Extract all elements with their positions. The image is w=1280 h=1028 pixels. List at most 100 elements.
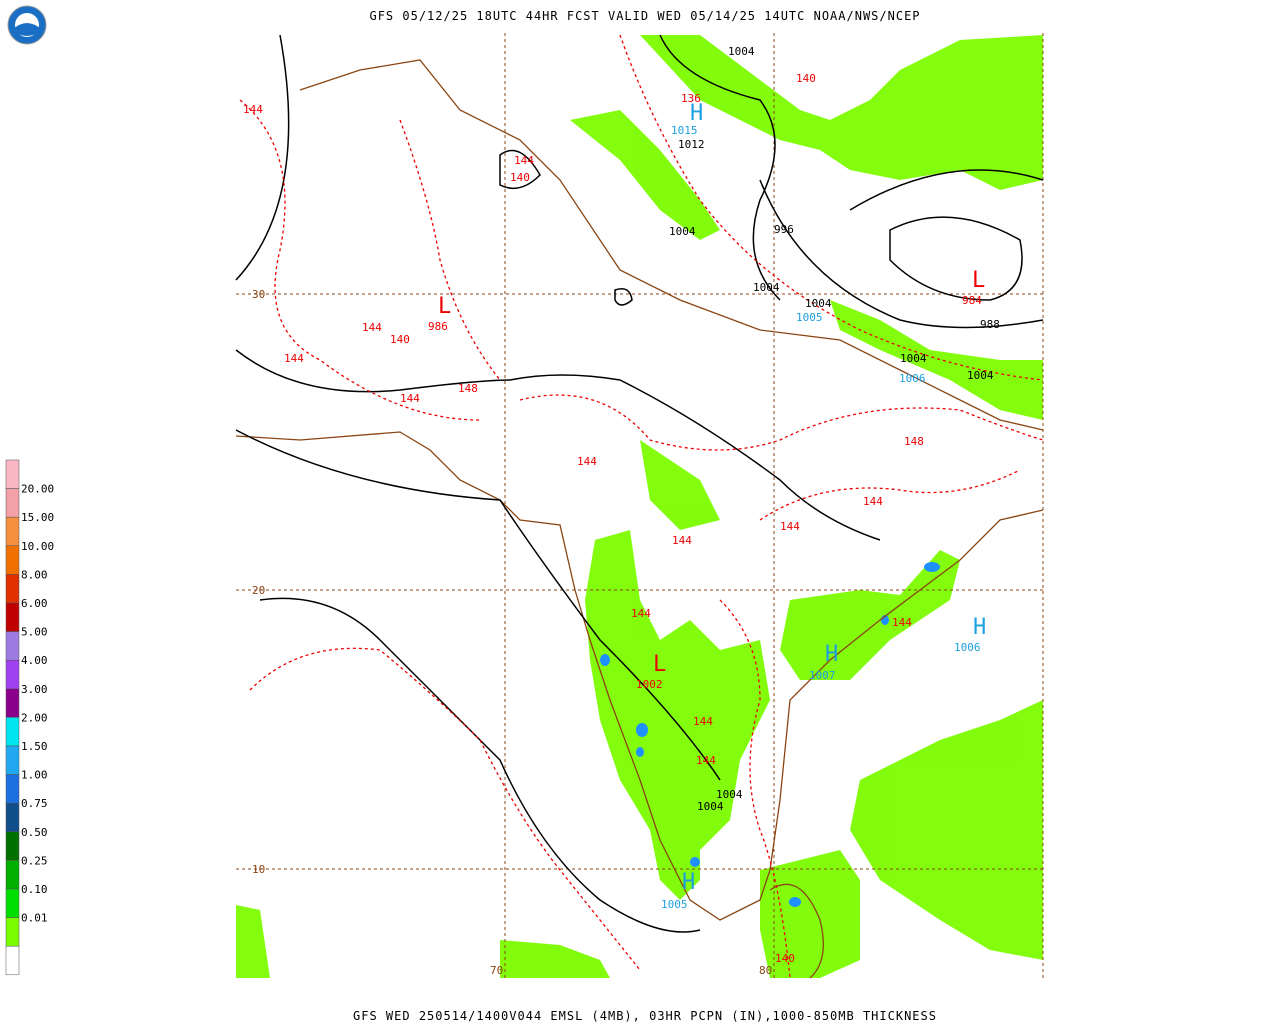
map-label: H <box>682 870 695 895</box>
coastlines <box>235 59 1044 979</box>
map-label: L <box>438 294 451 319</box>
map-label: 144 <box>243 103 263 116</box>
grid-label: 70 <box>490 964 503 977</box>
legend-label: 8.00 <box>21 568 48 581</box>
legend-swatch <box>5 774 20 804</box>
legend-swatch <box>5 631 20 661</box>
map-label: 144 <box>577 455 597 468</box>
map-label: 1004 <box>967 369 994 382</box>
map-label: 140 <box>390 333 410 346</box>
legend-label: 5.00 <box>21 626 48 639</box>
map-label: H <box>973 615 986 640</box>
legend-swatch <box>5 917 20 947</box>
legend-swatch <box>5 717 20 747</box>
map-label: 1004 <box>753 281 780 294</box>
map-label: 1004 <box>728 45 755 58</box>
map-label: 144 <box>631 607 651 620</box>
legend-label: 4.00 <box>21 654 48 667</box>
map-label: 144 <box>696 754 716 767</box>
map-label: 1004 <box>697 800 724 813</box>
thickness-contours <box>239 34 1044 979</box>
map-label: 144 <box>362 321 382 334</box>
map-label: 1002 <box>636 678 663 691</box>
legend-swatch <box>5 516 20 547</box>
legend-label: 6.00 <box>21 597 48 610</box>
legend-label: 1.50 <box>21 740 48 753</box>
map-label: 996 <box>774 223 794 236</box>
legend-label: 20.00 <box>21 483 54 496</box>
map-label: 144 <box>863 495 883 508</box>
isobars <box>235 34 1044 933</box>
map-label: 140 <box>510 171 530 184</box>
precip-areas <box>236 35 1043 978</box>
map-label: 144 <box>693 715 713 728</box>
map-label: 1015 <box>671 124 698 137</box>
legend: 20.00 15.00 10.00 8.00 6.00 5.00 4.00 3.00 2.00 1… <box>5 459 54 976</box>
legend-swatch <box>5 831 20 861</box>
map-label: 1004 <box>900 352 927 365</box>
map-label: H <box>825 642 838 667</box>
legend-swatch <box>5 745 20 775</box>
map-label: 984 <box>962 294 982 307</box>
map-label: 148 <box>904 435 924 448</box>
legend-label: 1.00 <box>21 769 48 782</box>
legend-label: 0.50 <box>21 826 48 839</box>
legend-label: 0.01 <box>21 912 48 925</box>
map-label: 144 <box>892 616 912 629</box>
header-title: GFS 05/12/25 18UTC 44HR FCST VALID WED 0… <box>369 9 920 23</box>
footer-text: GFS WED 250514/1400V044 EMSL (4MB), 03HR… <box>353 1009 937 1023</box>
legend-label: 0.75 <box>21 797 48 810</box>
legend-label: 2.00 <box>21 711 48 724</box>
legend-label: 3.00 <box>21 683 48 696</box>
legend-label: 0.25 <box>21 854 48 867</box>
legend-swatch <box>5 888 20 918</box>
map-label: 1005 <box>661 898 688 911</box>
map-label: 1004 <box>805 297 832 310</box>
map-label: 1004 <box>669 225 696 238</box>
map-label: 144 <box>780 520 800 533</box>
map-label: H <box>690 101 703 126</box>
legend-swatch <box>5 459 20 489</box>
legend-swatch <box>5 659 20 690</box>
map-label: 144 <box>400 392 420 405</box>
map-label: 1004 <box>716 788 743 801</box>
legend-swatch <box>5 488 20 518</box>
legend-swatch <box>5 602 20 632</box>
legend-swatch <box>5 688 20 718</box>
map-label: 1005 <box>796 311 823 324</box>
map-label: 144 <box>284 352 304 365</box>
map-label: 988 <box>980 318 1000 331</box>
map-label: 1012 <box>678 138 705 151</box>
noaa-logo <box>7 5 47 45</box>
grid-label: 80 <box>759 964 772 977</box>
grid-label: 30 <box>252 288 265 301</box>
legend-label: 15.00 <box>21 511 54 524</box>
map-label: 136 <box>681 92 701 105</box>
legend-swatch <box>5 945 20 976</box>
map-label: 140 <box>796 72 816 85</box>
legend-label: 0.10 <box>21 883 48 896</box>
grid-labels: 30 20 10 70 80 <box>252 288 772 977</box>
map-label: L <box>972 268 985 293</box>
legend-swatch <box>5 860 20 890</box>
legend-swatch <box>5 802 20 833</box>
map-label: 148 <box>458 382 478 395</box>
grid-label: 20 <box>252 584 265 597</box>
graticule <box>236 33 1044 978</box>
legend-swatch <box>5 574 20 604</box>
legend-swatch <box>5 545 20 575</box>
map-label: 1007 <box>809 669 836 682</box>
grid-label: 10 <box>252 863 265 876</box>
map-label: L <box>653 652 666 677</box>
map-label: 1006 <box>954 641 981 654</box>
map-label: 986 <box>428 320 448 333</box>
map-label: 1006 <box>899 372 926 385</box>
map-label: 144 <box>672 534 692 547</box>
legend-label: 10.00 <box>21 540 54 553</box>
map-label: 144 <box>514 154 534 167</box>
map-label: 140 <box>775 952 795 965</box>
